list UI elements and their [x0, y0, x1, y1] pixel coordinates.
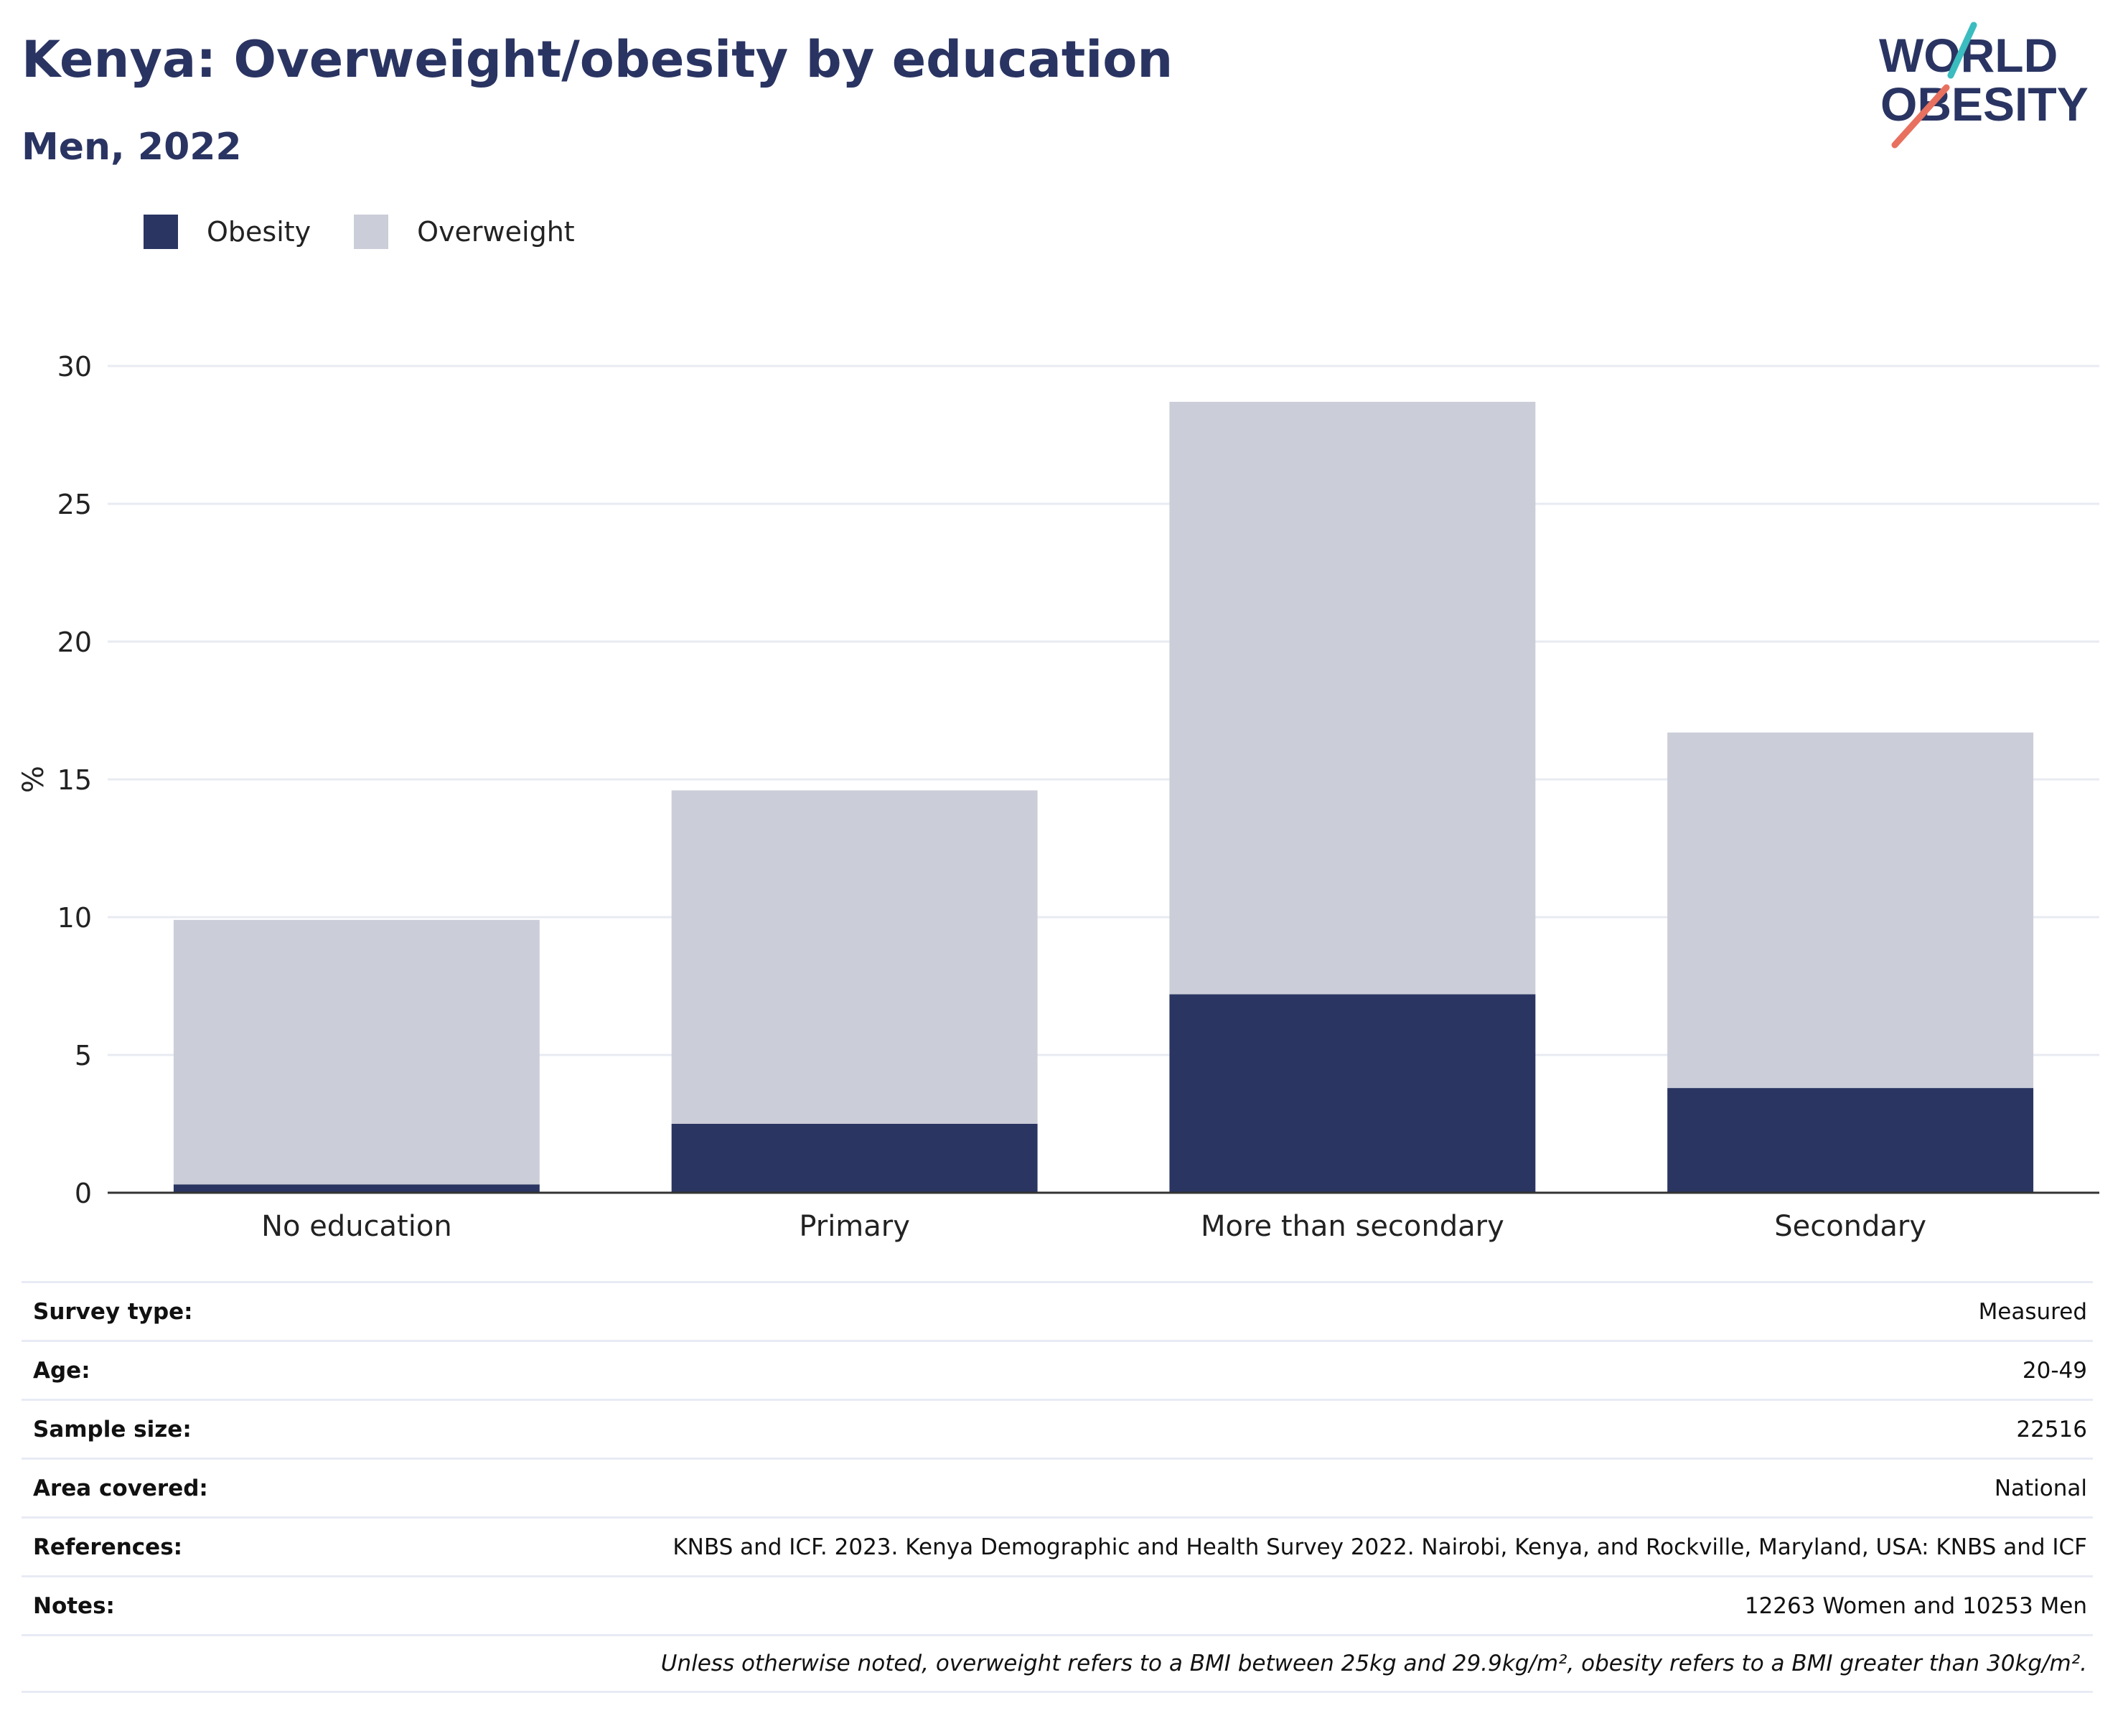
- info-row-area-covered: Area covered: National: [22, 1458, 2093, 1516]
- y-tick-label: 15: [57, 764, 92, 796]
- legend-label-overweight: Overweight: [417, 216, 575, 248]
- info-label: Age:: [33, 1357, 90, 1384]
- bars: [173, 401, 2034, 1193]
- legend-swatch-obesity: [144, 215, 178, 249]
- info-label: Notes:: [33, 1592, 115, 1619]
- x-tick-labels: No education Primary More than secondary Se…: [261, 1210, 1926, 1243]
- info-value: 12263 Women and 10253 Men: [1744, 1592, 2087, 1619]
- legend-swatch-overweight: [354, 215, 389, 249]
- info-label: Sample size:: [33, 1416, 192, 1442]
- y-tick-label: 10: [57, 902, 92, 934]
- x-tick-label: More than secondary: [1201, 1210, 1504, 1243]
- info-value: KNBS and ICF. 2023. Kenya Demographic an…: [672, 1534, 2087, 1560]
- x-tick-label: Secondary: [1774, 1210, 1926, 1243]
- info-row-sample-size: Sample size: 22516: [22, 1399, 2093, 1458]
- bar-obesity-no-education[interactable]: [173, 1184, 540, 1193]
- bar-overweight-secondary[interactable]: [1667, 732, 2034, 1089]
- info-row-footnote: Unless otherwise noted, overweight refer…: [22, 1634, 2093, 1693]
- bar-chart: 0 5 10 15 20 25 30 No education Primary More tha…: [17, 351, 2099, 1243]
- chart-title: Kenya: Overweight/obesity by education: [22, 30, 1173, 89]
- bar-obesity-more-than-secondary[interactable]: [1169, 994, 1536, 1193]
- bmi-definition-note: Unless otherwise noted, overweight refer…: [660, 1651, 2087, 1676]
- bar-overweight-more-than-secondary[interactable]: [1169, 401, 1536, 995]
- chart-legend: Obesity Overweight: [144, 214, 618, 250]
- info-value: Measured: [1978, 1298, 2087, 1325]
- bar-overweight-primary[interactable]: [671, 790, 1038, 1124]
- y-tick-label: 30: [57, 351, 92, 383]
- bar-overweight-no-education[interactable]: [173, 919, 540, 1185]
- y-tick-labels: 0 5 10 15 20 25 30: [57, 351, 92, 1209]
- chart-subtitle: Men, 2022: [22, 126, 242, 169]
- info-label: Area covered:: [33, 1475, 208, 1501]
- y-tick-label: 5: [75, 1040, 92, 1071]
- info-label: References:: [33, 1534, 183, 1560]
- survey-info-table: Survey type: Measured Age: 20-49 Sample …: [22, 1281, 2093, 1693]
- logo-slash-coral: [1891, 84, 1950, 149]
- info-row-references: References: KNBS and ICF. 2023. Kenya De…: [22, 1516, 2093, 1575]
- info-value: 20-49: [2022, 1357, 2087, 1384]
- legend-item-obesity[interactable]: Obesity: [144, 215, 311, 249]
- bar-obesity-secondary[interactable]: [1667, 1088, 2034, 1193]
- x-tick-label: No education: [261, 1210, 452, 1243]
- y-tick-label: 20: [57, 627, 92, 658]
- logo-slash-teal: [1947, 22, 1977, 79]
- legend-item-overweight[interactable]: Overweight: [354, 215, 575, 249]
- x-tick-label: Primary: [799, 1210, 910, 1243]
- info-value: 22516: [2016, 1416, 2087, 1442]
- y-tick-label: 25: [57, 489, 92, 520]
- info-row-age: Age: 20-49: [22, 1340, 2093, 1399]
- info-label: Survey type:: [33, 1298, 193, 1325]
- info-row-notes: Notes: 12263 Women and 10253 Men: [22, 1575, 2093, 1634]
- legend-label-obesity: Obesity: [207, 216, 311, 248]
- info-value: National: [1994, 1475, 2087, 1501]
- y-tick-label: 0: [75, 1178, 92, 1209]
- info-row-survey-type: Survey type: Measured: [22, 1281, 2093, 1340]
- world-obesity-logo: WORLD OBESITY: [1879, 22, 2089, 149]
- bar-obesity-primary[interactable]: [671, 1124, 1038, 1193]
- y-axis-label: %: [17, 766, 50, 793]
